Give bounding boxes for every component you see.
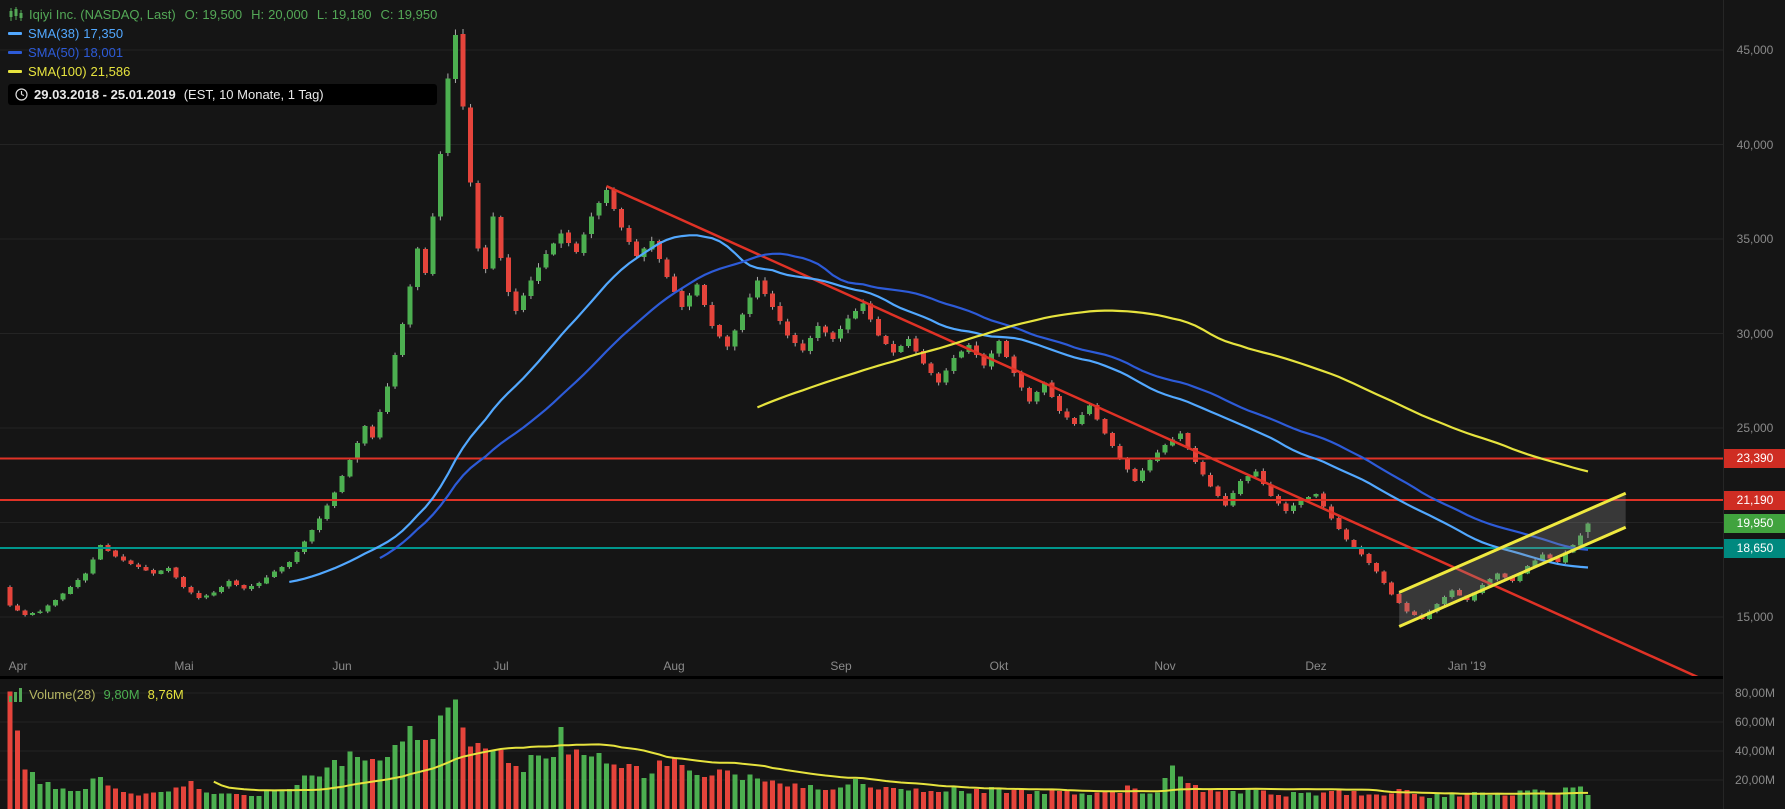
chart-legend: Iqiyi Inc. (NASDAQ, Last) O: 19,500 H: 2… (8, 5, 438, 105)
low-value: 19,180 (331, 7, 372, 22)
volume-last-value: 9,80M (103, 687, 140, 702)
x-axis-month-label: Jan '19 (1447, 659, 1487, 673)
sma38-legend-row[interactable]: SMA(38) 17,350 (8, 24, 437, 43)
sma38-label: SMA(38) (28, 26, 80, 41)
volume-axis-label: 20,00M (1734, 773, 1776, 787)
volume-bars-icon (8, 687, 23, 702)
x-axis-month-label: Jun (332, 659, 352, 673)
low-label: L: (316, 7, 328, 22)
volume-ma-value: 8,76M (147, 687, 184, 702)
volume-legend-row[interactable]: Volume(28) 9,80M 8,76M (8, 687, 184, 702)
sma38-value: 17,350 (83, 26, 124, 41)
symbol-row[interactable]: Iqiyi Inc. (NASDAQ, Last) O: 19,500 H: 2… (8, 5, 437, 24)
symbol-title: Iqiyi Inc. (NASDAQ, Last) (29, 7, 176, 22)
price-axis-label: 35,000 (1736, 232, 1774, 246)
open-label: O: (184, 7, 199, 22)
price-axis-label: 30,000 (1736, 326, 1774, 341)
date-range-row[interactable]: 29.03.2018 - 25.01.2019 (EST, 10 Monate,… (8, 84, 438, 105)
sma100-label: SMA(100) (28, 64, 87, 79)
close-label: C: (380, 7, 394, 22)
sma50-label: SMA(50) (28, 45, 80, 60)
price-axis-label: 45,000 (1736, 43, 1774, 57)
candlestick-icon (8, 7, 23, 22)
sma50-line-icon (8, 51, 22, 54)
x-axis-month-label: Okt (989, 659, 1009, 673)
volume-indicator-label: Volume(28) (29, 687, 96, 702)
last-price-tag: 19,950 (1724, 514, 1785, 533)
price-axis[interactable]: 45,000 40,000 35,000 30,000 25,000 15,000 23,3… (1723, 0, 1785, 809)
clock-icon (15, 88, 28, 101)
sma38-line-icon (8, 32, 22, 35)
volume-axis-label: 40,00M (1734, 744, 1776, 758)
x-axis-month-label: Aug (663, 659, 685, 673)
price-axis-label: 25,000 (1736, 421, 1774, 435)
x-axis-month-label: Jul (493, 659, 509, 673)
sma100-legend-row[interactable]: SMA(100) 21,586 (8, 62, 437, 81)
x-axis-month-label: Dez (1305, 659, 1327, 673)
x-axis-month-label: Sep (830, 659, 852, 673)
support-tag-18650: 18,650 (1724, 539, 1785, 558)
resistance-tag-21190: 21,190 (1724, 491, 1785, 510)
price-axis-label: 15,000 (1736, 610, 1774, 624)
timeframe-text: (EST, 10 Monate, 1 Tag) (183, 87, 324, 102)
volume-axis-label: 60,00M (1734, 715, 1776, 729)
high-value: 20,000 (268, 7, 308, 22)
sma50-legend-row[interactable]: SMA(50) 18,001 (8, 43, 437, 62)
x-axis-month-label: Nov (1154, 659, 1176, 673)
sma100-value: 21,586 (90, 64, 131, 79)
x-axis-month-label: Mai (174, 659, 194, 673)
sma50-value: 18,001 (83, 45, 124, 60)
volume-axis-label: 80,00M (1734, 686, 1776, 700)
resistance-tag-23390: 23,390 (1724, 449, 1785, 468)
open-value: 19,500 (202, 7, 243, 22)
sma100-line-icon (8, 70, 22, 73)
date-range-text: 29.03.2018 - 25.01.2019 (34, 87, 176, 102)
x-axis-month-label: Apr (8, 659, 28, 673)
close-value: 19,950 (397, 7, 438, 22)
time-axis[interactable]: Apr Mai Jun Jul Aug Sep Okt Nov Dez Jan '19 (0, 656, 1723, 677)
price-axis-label: 40,000 (1736, 137, 1774, 152)
high-label: H: (251, 7, 265, 22)
